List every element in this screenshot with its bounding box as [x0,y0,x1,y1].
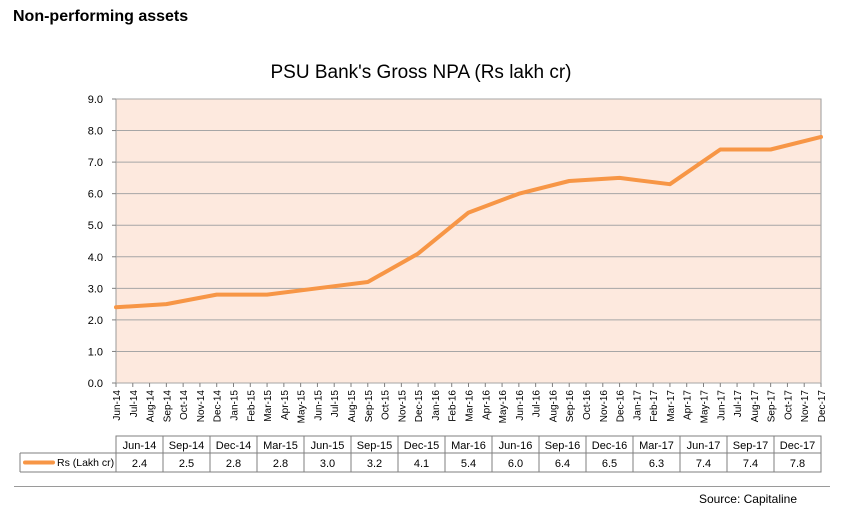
data-table: Jun-14 Sep-14 Dec-14 Mar-15 Jun-15 Sep-15 Dec-… [19,435,822,473]
x-tick-label: Feb-15 [246,390,257,422]
table-value-cell: 7.8 [790,458,805,470]
x-tick-label: Jul-16 [532,390,543,418]
x-tick-label: Feb-17 [649,390,660,422]
table-header-cell: Dec-17 [780,440,815,452]
y-tick-label: 1.0 [88,346,103,358]
x-tick-label: Jul-14 [129,390,140,418]
legend-label: Rs (Lakh cr) [57,457,114,469]
x-tick-label: Dec-16 [616,390,627,423]
page-heading: Non-performing assets [13,8,189,25]
x-tick-label: Apr-16 [481,390,492,420]
x-tick-label: Oct-15 [381,390,392,420]
y-tick-label: 5.0 [88,220,103,232]
table-header-cell: Dec-15 [404,440,439,452]
table-value-cell: 2.5 [179,458,194,470]
plot-background [115,98,822,384]
x-tick-label: Jun-16 [515,390,526,421]
x-tick-label: Mar-17 [666,390,677,422]
y-tick-label: 3.0 [88,283,103,295]
table-header-cell: Sep-16 [545,440,580,452]
table-header-cell: Jun-16 [499,440,533,452]
x-tick-label: Dec-15 [414,390,425,423]
table-header-cell: Mar-17 [639,440,674,452]
x-tick-label: Aug-14 [146,390,157,423]
table-border [115,435,822,473]
y-tick-label: 0.0 [88,378,103,390]
table-value-cell: 6.3 [649,458,664,470]
x-tick-label: Dec-14 [213,390,224,423]
table-header-cell: Sep-14 [169,440,204,452]
x-tick-label: Sep-16 [565,390,576,423]
y-tick-label: 8.0 [88,126,103,138]
table-value-cell: 7.4 [696,458,711,470]
source-note: Source: Capitaline [698,492,797,506]
series-line [114,134,823,310]
y-tick-label: 2.0 [88,315,103,327]
x-tick-label: Jun-14 [112,390,123,421]
x-tick-label: May-16 [498,390,509,424]
x-tick-label: Jul-17 [733,390,744,418]
x-tick-label: Nov-17 [800,390,811,423]
y-tick-label: 4.0 [88,252,103,264]
x-tick-label: Sep-15 [364,390,375,423]
table-header-cell: Mar-15 [263,440,298,452]
x-tick-label: Jan-16 [431,390,442,421]
x-tick-label: Apr-15 [280,390,291,420]
x-tick-label: Nov-14 [196,390,207,423]
table-value-cell: 5.4 [461,458,476,470]
y-tick-label: 9.0 [88,94,103,106]
y-tick-label: 7.0 [88,157,103,169]
x-tick-label: Jan-17 [632,390,643,421]
x-tick-label: Nov-15 [397,390,408,423]
table-value-cell: 2.8 [273,458,288,470]
x-tick-label: May-17 [700,390,711,424]
x-tick-label: May-15 [297,390,308,424]
table-value-cell: 3.2 [367,458,382,470]
x-tick-label: Nov-16 [599,390,610,423]
table-value-cell: 2.4 [132,458,147,470]
table-value-cell: 6.0 [508,458,523,470]
x-tick-label: Jul-15 [330,390,341,418]
table-value-cell: 3.0 [320,458,335,470]
table-header-cell: Jun-17 [687,440,721,452]
x-tick-label: Jun-17 [716,390,727,421]
x-tick-label: Dec-17 [817,390,828,423]
table-value-cell: 2.8 [226,458,241,470]
x-tick-label: Aug-16 [548,390,559,423]
table-value-cell: 7.4 [743,458,758,470]
table-header-cell: Sep-17 [733,440,768,452]
x-tick-label: Aug-17 [750,390,761,423]
y-tick-label: 6.0 [88,189,103,201]
plot-area: 0.0 1.0 2.0 3.0 4.0 5.0 6.0 7.0 8.0 9.0 Jun-14 Jul-… [88,94,828,423]
x-tick-label: Oct-14 [179,390,190,420]
table-value-cell: 4.1 [414,458,429,470]
table-header-cell: Sep-15 [357,440,392,452]
x-tick-label: Feb-16 [448,390,459,422]
table-header-cell: Dec-16 [592,440,627,452]
x-tick-label: Mar-16 [465,390,476,422]
table-header-cell: Mar-16 [451,440,486,452]
x-tick-label: Jan-15 [230,390,241,421]
x-tick-label: Oct-17 [783,390,794,420]
x-tick-label: Sep-17 [767,390,778,423]
x-tick-label: Apr-17 [683,390,694,420]
x-tick-label: Jun-15 [313,390,324,421]
x-tick-label: Oct-16 [582,390,593,420]
divider-line [14,486,830,487]
x-tick-label: Sep-14 [162,390,173,423]
table-value-cell: 6.4 [555,458,570,470]
x-tick-label: Aug-15 [347,390,358,423]
chart-title: PSU Bank's Gross NPA (Rs lakh cr) [270,62,571,83]
table-header-cell: Dec-14 [216,440,251,452]
table-header-cell: Jun-15 [311,440,345,452]
x-tick-label: Mar-15 [263,390,274,422]
table-header-cell: Jun-14 [123,440,157,452]
table-value-cell: 6.5 [602,458,617,470]
